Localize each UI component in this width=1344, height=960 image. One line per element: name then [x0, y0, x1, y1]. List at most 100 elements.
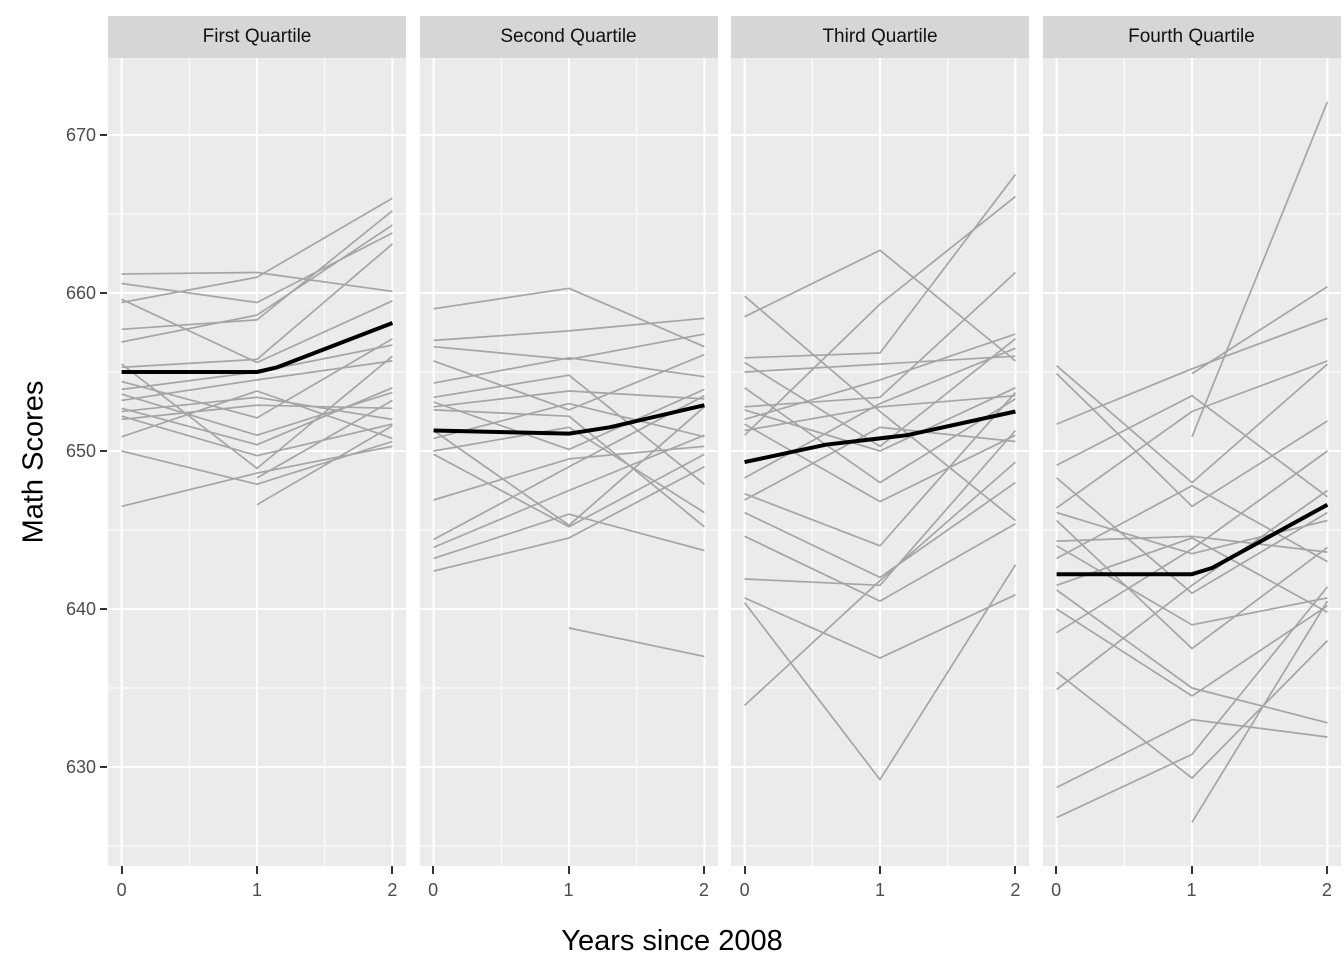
facet-panel-1: First Quartile	[108, 16, 406, 866]
x-tick-mark	[120, 866, 123, 874]
individual-trajectory-line	[432, 388, 705, 451]
individual-trajectory-line	[1055, 519, 1328, 650]
individual-trajectory-line	[744, 387, 1016, 452]
facet-panel-4: Fourth Quartile	[1042, 16, 1341, 866]
x-tick-label: 2	[1321, 880, 1332, 900]
individual-trajectory-line	[121, 355, 393, 470]
individual-trajectory-line	[432, 406, 705, 527]
individual-trajectory-line	[1055, 363, 1328, 484]
individual-trajectory-line	[1055, 394, 1328, 498]
mean-trajectory-line	[1056, 502, 1328, 577]
individual-trajectory-line	[744, 195, 1016, 436]
x-tick-label: 0	[116, 880, 127, 900]
individual-trajectory-line	[744, 391, 1017, 547]
individual-trajectory-line	[432, 356, 705, 384]
x-tick-label: 0	[428, 880, 439, 900]
individual-trajectory-line	[121, 232, 393, 304]
individual-trajectory-line	[1055, 586, 1328, 819]
individual-trajectory-line	[1055, 317, 1328, 425]
individual-trajectory-line	[1055, 360, 1328, 509]
facet-strip: Fourth Quartile	[1042, 16, 1341, 58]
individual-trajectory-line	[121, 243, 393, 369]
individual-trajectory-line	[1055, 545, 1328, 626]
individual-trajectory-line	[432, 374, 705, 485]
x-tick-mark	[1014, 866, 1017, 874]
facet-strip: Second Quartile	[419, 16, 718, 58]
y-axis-title: Math Scores	[17, 380, 50, 544]
individual-trajectory-line	[121, 271, 393, 293]
individual-trajectory-line	[1055, 718, 1328, 789]
facet-strip: First Quartile	[108, 16, 406, 58]
individual-trajectory-line	[1055, 484, 1328, 563]
y-tick-mark	[100, 292, 107, 294]
individual-trajectory-line	[1055, 477, 1328, 595]
individual-trajectory-line	[121, 404, 393, 421]
individual-trajectory-line	[121, 210, 393, 331]
y-tick-label: 630	[65, 757, 96, 777]
individual-trajectory-line	[433, 317, 704, 342]
individual-trajectory-line	[744, 461, 1016, 707]
individual-trajectory-line	[432, 513, 705, 560]
x-tick-label: 2	[1010, 880, 1021, 900]
x-tick-mark	[702, 866, 705, 874]
x-tick-mark	[879, 866, 881, 874]
x-tick-mark	[743, 866, 746, 874]
individual-trajectory-line	[121, 445, 393, 508]
individual-trajectory-line	[432, 394, 705, 541]
individual-trajectory-line	[256, 424, 393, 506]
individual-trajectory-line	[1191, 285, 1328, 375]
individual-trajectory-line	[744, 481, 1016, 579]
mean-trajectory-line	[744, 409, 1016, 465]
individual-trajectory-line	[743, 564, 1017, 781]
panel-plot-area	[419, 58, 718, 866]
x-tick-label: 1	[874, 880, 885, 900]
individual-trajectory-line	[432, 353, 705, 411]
individual-trajectory-line	[121, 298, 393, 364]
x-tick-mark	[432, 866, 435, 874]
facet-panel-3: Third Quartile	[731, 16, 1029, 866]
individual-trajectory-line	[121, 224, 393, 343]
x-tick-mark	[256, 866, 258, 874]
y-tick-mark	[100, 450, 107, 452]
individual-trajectory-line	[744, 394, 1016, 432]
y-tick-label: 660	[65, 283, 96, 303]
facet-strip: Third Quartile	[731, 16, 1029, 58]
facet-strip-label: Third Quartile	[822, 26, 938, 47]
x-tick-mark	[391, 866, 394, 874]
individual-trajectory-line	[432, 453, 705, 528]
x-tick-label: 0	[1051, 880, 1062, 900]
individual-trajectory-line	[1056, 535, 1327, 553]
y-tick-label: 640	[65, 599, 96, 619]
individual-trajectory-line	[744, 355, 1016, 373]
individual-trajectory-line	[256, 399, 393, 479]
individual-trajectory-line	[121, 197, 393, 304]
x-tick-mark	[1190, 866, 1193, 874]
individual-trajectory-line	[433, 333, 705, 361]
individual-trajectory-line	[744, 295, 1016, 522]
facet-strip-label: Second Quartile	[500, 26, 637, 47]
individual-trajectory-line	[432, 426, 705, 514]
individual-trajectory-line	[121, 415, 393, 457]
individual-trajectory-line	[1190, 600, 1328, 823]
individual-trajectory-line	[744, 249, 1016, 362]
x-axis-title: Years since 2008	[561, 925, 783, 957]
x-tick-label: 1	[1186, 880, 1197, 900]
y-tick-label: 670	[65, 125, 96, 145]
individual-trajectory-line	[432, 445, 704, 501]
individual-trajectory-line	[744, 594, 1016, 659]
facet-panel-2: Second Quartile	[419, 16, 718, 866]
individual-trajectory-line	[1055, 640, 1328, 779]
y-tick-mark	[100, 766, 107, 768]
x-tick-label: 2	[698, 880, 709, 900]
individual-trajectory-line	[1055, 605, 1328, 697]
individual-trajectory-line	[744, 429, 1017, 587]
y-tick-mark	[100, 134, 107, 136]
individual-trajectory-line	[121, 390, 393, 440]
individual-trajectory-line	[744, 423, 1016, 503]
x-tick-label: 1	[563, 880, 574, 900]
x-tick-mark	[567, 866, 570, 874]
x-tick-label: 0	[739, 880, 750, 900]
individual-trajectory-line	[432, 402, 705, 440]
individual-trajectory-line	[744, 333, 1016, 421]
